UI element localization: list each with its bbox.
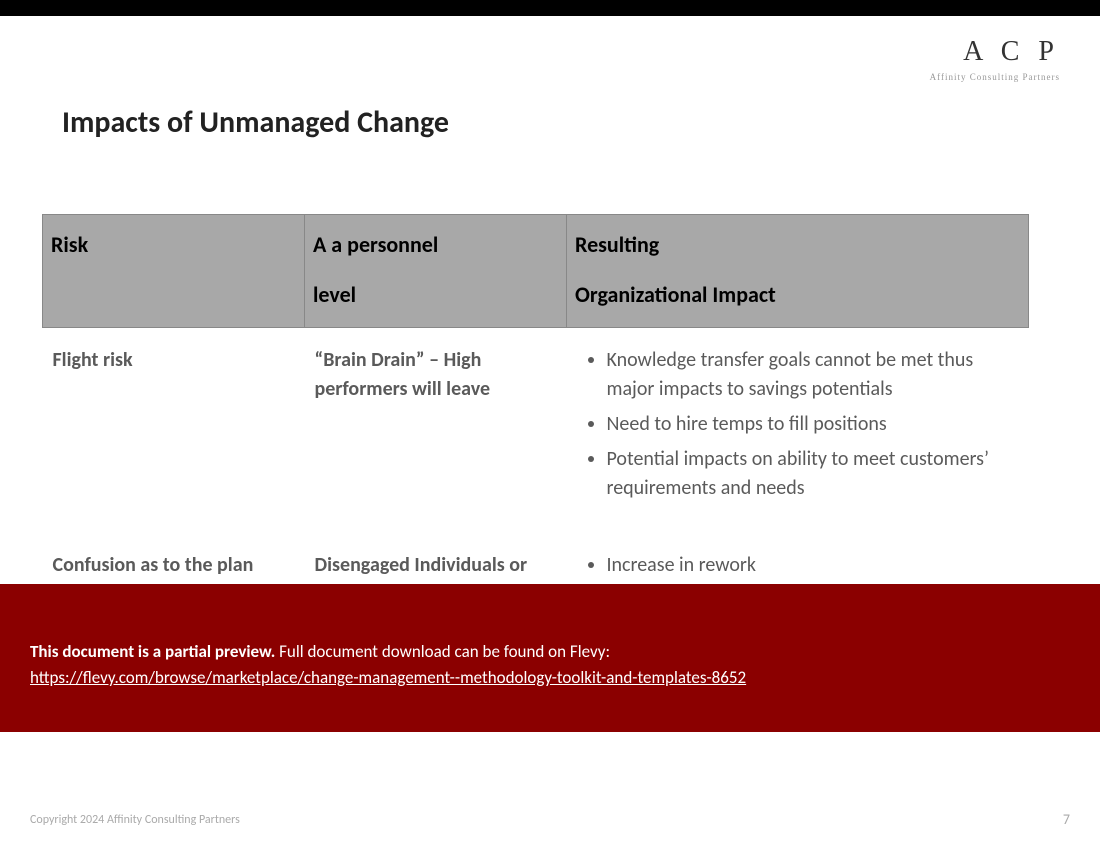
- list-item: Increase in rework: [607, 551, 1019, 580]
- table-header-row: Risk A a personnel level Resulting Organ…: [43, 215, 1029, 328]
- logo-subtitle: Affinity Consulting Partners: [930, 72, 1060, 82]
- table-row: Flight risk “Brain Drain” – High perform…: [43, 328, 1029, 534]
- list-item: Potential impacts on ability to meet cus…: [607, 445, 1019, 503]
- top-black-bar: [0, 0, 1100, 16]
- page-number: 7: [1063, 811, 1070, 828]
- preview-banner: This document is a partial preview. Full…: [0, 584, 1100, 732]
- header-personnel-line2: level: [313, 273, 556, 317]
- page-title: Impacts of Unmanaged Change: [62, 104, 449, 141]
- cell-impacts: Knowledge transfer goals cannot be met t…: [567, 328, 1029, 534]
- header-impact: Resulting Organizational Impact: [567, 215, 1029, 328]
- cell-risk: Flight risk: [43, 328, 305, 534]
- footer: Copyright 2024 Affinity Consulting Partn…: [30, 811, 1070, 828]
- banner-line1: This document is a partial preview. Full…: [30, 639, 1070, 665]
- impacts-list: Knowledge transfer goals cannot be met t…: [577, 346, 1019, 503]
- copyright: Copyright 2024 Affinity Consulting Partn…: [30, 813, 240, 827]
- header-risk: Risk: [43, 215, 305, 328]
- banner-link[interactable]: https://flevy.com/browse/marketplace/cha…: [30, 667, 746, 688]
- list-item: Knowledge transfer goals cannot be met t…: [607, 346, 1019, 404]
- header-personnel-line1: A a personnel: [313, 231, 438, 258]
- banner-rest: Full document download can be found on F…: [275, 641, 610, 662]
- header-impact-line2: Organizational Impact: [575, 273, 1018, 317]
- header-personnel: A a personnel level: [305, 215, 567, 328]
- cell-personnel: “Brain Drain” – High performers will lea…: [305, 328, 567, 534]
- logo-main: A C P: [930, 36, 1060, 68]
- slide: A C P Affinity Consulting Partners Impac…: [0, 16, 1100, 850]
- list-item: Need to hire temps to fill positions: [607, 410, 1019, 439]
- header-impact-line1: Resulting: [575, 231, 659, 258]
- banner-lead: This document is a partial preview.: [30, 641, 275, 662]
- header-risk-text: Risk: [51, 231, 88, 258]
- logo: A C P Affinity Consulting Partners: [930, 36, 1060, 82]
